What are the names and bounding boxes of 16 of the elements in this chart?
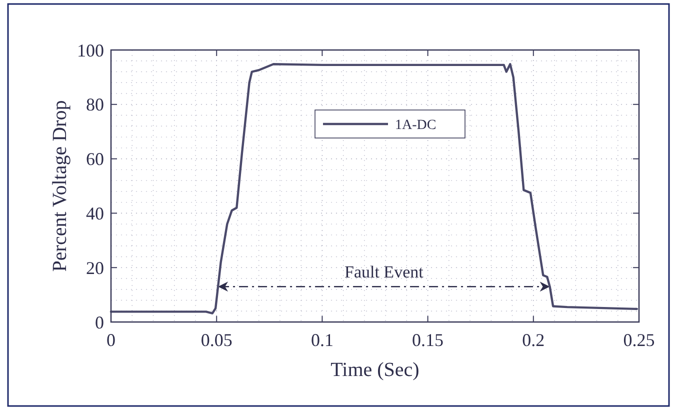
- y-tick-label: 60: [86, 149, 104, 170]
- y-tick-label: 40: [86, 204, 104, 224]
- x-tick-label: 0.2: [522, 330, 545, 350]
- x-tick-label: 0.15: [412, 330, 444, 350]
- y-tick-label: 100: [77, 40, 104, 60]
- y-tick-label: 80: [86, 94, 104, 115]
- x-tick-label: 0.25: [623, 330, 655, 350]
- y-tick-label: 0: [95, 312, 104, 332]
- line-series: [110, 63, 638, 314]
- x-axis-title: Time (Sec): [330, 359, 420, 381]
- x-tick-label: 0.1: [310, 330, 334, 350]
- y-axis-title: Percent Voltage Drop: [49, 100, 71, 272]
- x-tick-label: 0.05: [200, 330, 232, 350]
- y-tick-label: 20: [86, 258, 104, 278]
- legend-label: 1A-DC: [395, 118, 436, 133]
- annotation: Fault Event: [344, 262, 424, 282]
